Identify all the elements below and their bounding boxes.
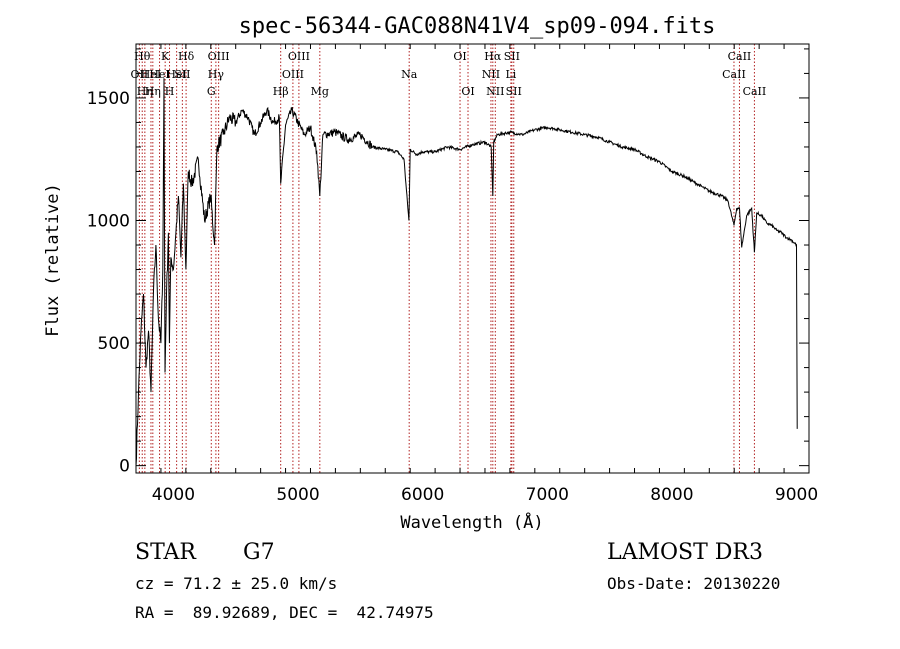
line-label-22: Hα bbox=[484, 50, 502, 63]
line-label-18: Na bbox=[401, 68, 418, 81]
y-axis: 0 500 1000 1500 bbox=[87, 48, 809, 477]
flux-series-line bbox=[135, 78, 798, 466]
line-label-19: OI bbox=[453, 50, 466, 63]
line-label-20: OI bbox=[461, 85, 474, 98]
x-tick-label: 7000 bbox=[526, 485, 569, 505]
line-label-24: Li bbox=[505, 68, 516, 81]
x-tick-label: 4000 bbox=[152, 485, 195, 505]
line-label-0: OII bbox=[131, 68, 149, 81]
chart-title: spec-56344-GAC088N41V4_sp09-094.fits bbox=[239, 14, 716, 39]
line-label-7: H bbox=[165, 85, 175, 98]
line-label-10: Hδ bbox=[178, 50, 195, 63]
observation-date: Obs-Date: 20130220 bbox=[607, 574, 781, 593]
y-tick-label: 1500 bbox=[87, 89, 130, 109]
line-label-27: CaII bbox=[722, 68, 746, 81]
y-tick-label: 500 bbox=[98, 334, 130, 354]
x-tick-label: 5000 bbox=[276, 485, 319, 505]
line-label-8: HeI bbox=[166, 68, 186, 81]
line-label-6: K bbox=[161, 50, 170, 63]
line-label-11: G bbox=[207, 85, 216, 98]
line-markers bbox=[138, 44, 755, 473]
line-label-5: HeI bbox=[149, 68, 169, 81]
line-labels: OIIHθHηHeIHηHeIKHHeISIIHδGHγOIIIHβOIIIOI… bbox=[131, 50, 767, 98]
line-label-1: Hθ bbox=[134, 50, 151, 63]
y-axis-label: Flux (relative) bbox=[43, 183, 63, 337]
x-axis: 4000 5000 6000 7000 8000 9000 bbox=[135, 44, 818, 505]
line-label-21: NII bbox=[482, 68, 500, 81]
line-label-28: CaII bbox=[728, 50, 752, 63]
object-subclass: G7 bbox=[243, 540, 275, 565]
line-label-2: Hη bbox=[137, 85, 153, 98]
line-label-12: Hγ bbox=[208, 68, 225, 81]
x-tick-label: 8000 bbox=[650, 485, 693, 505]
line-label-9: SII bbox=[174, 68, 190, 81]
line-label-13: OIII bbox=[208, 50, 230, 63]
line-label-15: OIII bbox=[282, 68, 304, 81]
line-label-16: OIII bbox=[288, 50, 310, 63]
y-tick-label: 0 bbox=[119, 457, 130, 477]
line-label-4: Hη bbox=[145, 85, 161, 98]
line-label-29: CaII bbox=[743, 85, 767, 98]
y-tick-label: 1000 bbox=[87, 212, 130, 232]
line-label-14: Hβ bbox=[273, 85, 289, 98]
line-label-23: NII bbox=[486, 85, 504, 98]
x-tick-label: 9000 bbox=[775, 485, 818, 505]
survey-name: LAMOST DR3 bbox=[607, 540, 763, 565]
line-label-17: Mg bbox=[311, 85, 329, 98]
x-axis-label: Wavelength (Å) bbox=[400, 511, 543, 533]
line-label-3: HeI bbox=[141, 68, 161, 81]
plot-frame bbox=[135, 43, 810, 474]
x-tick-label: 6000 bbox=[401, 485, 444, 505]
coordinates: RA = 89.92689, DEC = 42.74975 bbox=[135, 603, 434, 622]
line-label-25: SII bbox=[504, 50, 520, 63]
object-class: STAR bbox=[135, 540, 196, 565]
line-label-26: SII bbox=[506, 85, 522, 98]
redshift-cz: cz = 71.2 ± 25.0 km/s bbox=[135, 574, 338, 593]
